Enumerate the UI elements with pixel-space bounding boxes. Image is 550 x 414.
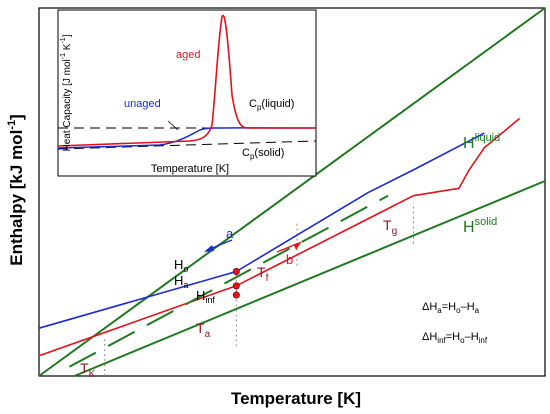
- main-plot-frame: [38, 7, 546, 377]
- inset-heat-capacity: aged unaged Cp(liquid) Cp(solid) Tempera…: [57, 9, 317, 177]
- main-series-group: [38, 7, 546, 377]
- inset-label-cp-solid: Cp(solid): [242, 147, 284, 161]
- label-Hsolid: Hsolid: [463, 216, 497, 236]
- series-H_liquid: [38, 7, 546, 377]
- inset-label-cp-liquid: Cp(liquid): [249, 98, 294, 112]
- series-dashed_green: [68, 194, 389, 368]
- inset-frame: [57, 9, 317, 177]
- marker-Ha: [232, 282, 240, 290]
- label-Ho: Ho: [174, 257, 188, 274]
- inset-aged-curve: [57, 14, 316, 147]
- arrow-a: [204, 239, 233, 252]
- equation-dHinf: ΔHinf=Ho–Hinf: [422, 331, 488, 345]
- label-Hinf: Hinf: [196, 288, 215, 305]
- label-Ta: Ta: [196, 320, 211, 340]
- label-Tf: Tf: [257, 264, 269, 284]
- series-blue: [38, 132, 485, 329]
- label-Hliquid: Hliquid: [463, 132, 500, 152]
- series-H_solid: [74, 180, 546, 377]
- label-TK: TK: [80, 360, 96, 380]
- marker-Ho: [232, 267, 240, 275]
- x-axis-label: Temperature [K]: [231, 389, 361, 408]
- equation-dHa: ΔHa=Ho–Ha: [422, 301, 480, 315]
- label-b: b: [286, 252, 293, 267]
- label-Tg: Tg: [383, 217, 397, 237]
- y-axis-label: Enthalpy [kJ mol-1]: [6, 114, 26, 265]
- label-Ha: Ha: [174, 273, 188, 290]
- inset-pointer: [167, 120, 179, 131]
- inset-label-aged: aged: [176, 49, 200, 61]
- inset-x-axis-label: Temperature [K]: [151, 163, 229, 175]
- inset-y-axis-label: Heat Capacity [J mol-1 K-1]: [60, 34, 73, 151]
- arrow-b: [276, 241, 302, 253]
- inset-label-unaged: unaged: [124, 98, 161, 110]
- label-a: a: [226, 226, 234, 241]
- inset-cp-solid-line: [57, 140, 317, 150]
- marker-Hinf: [232, 291, 240, 299]
